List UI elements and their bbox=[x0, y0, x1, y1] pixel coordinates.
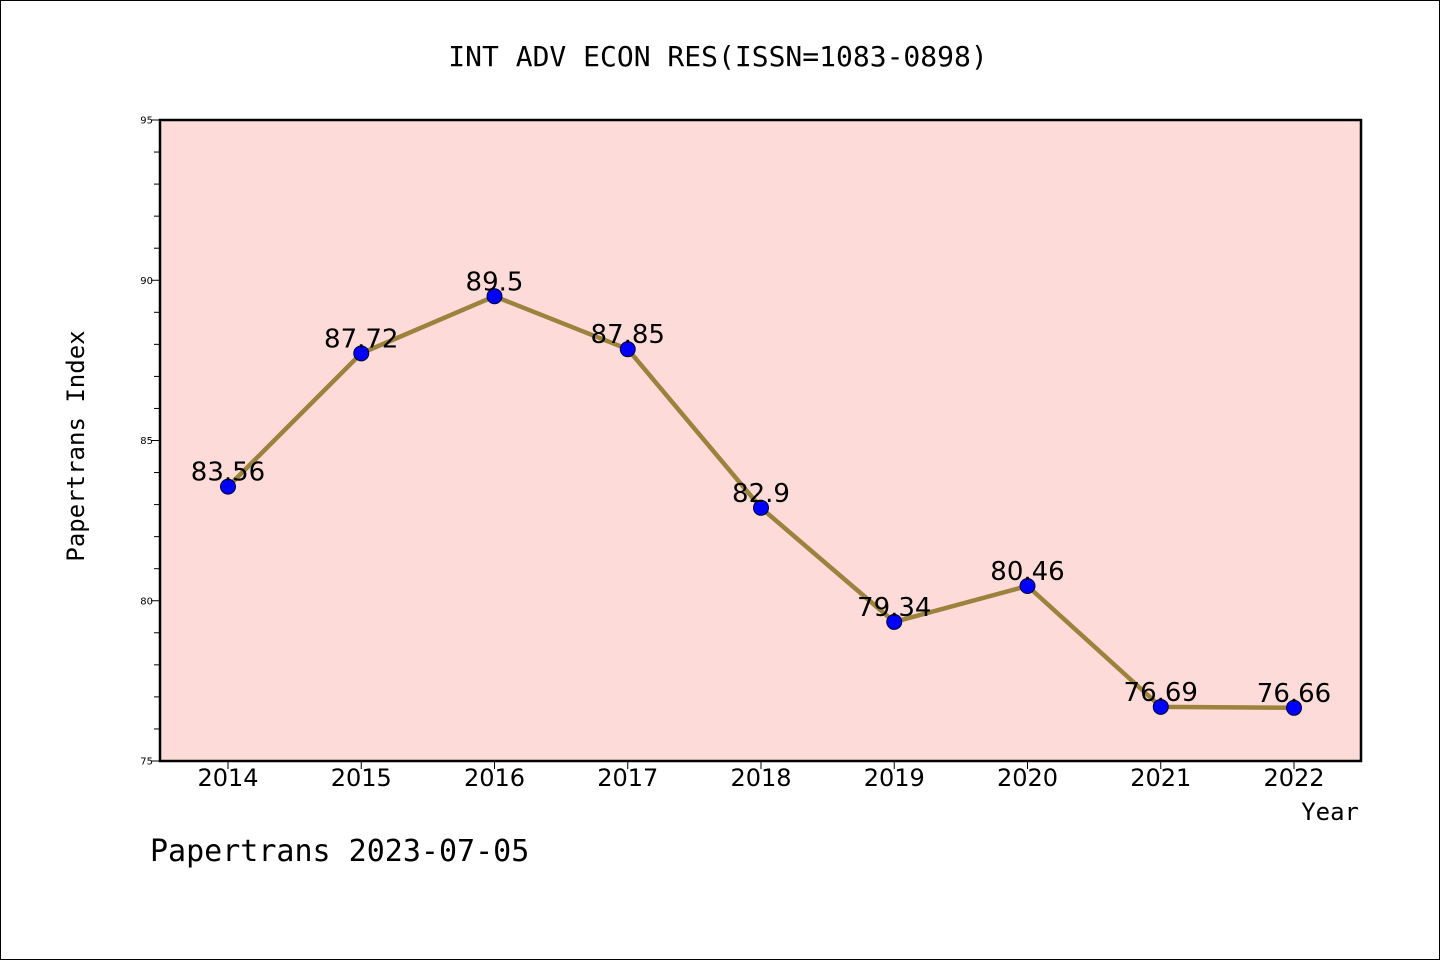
x-tick-label: 2021 bbox=[1130, 764, 1191, 792]
data-label: 80.46 bbox=[990, 557, 1064, 587]
x-tick-label: 2018 bbox=[730, 764, 791, 792]
data-label: 76.69 bbox=[1124, 678, 1198, 708]
y-tick-label: 80 bbox=[140, 596, 153, 607]
x-tick-label: 2020 bbox=[997, 764, 1058, 792]
data-point bbox=[619, 341, 636, 358]
y-tick-label: 75 bbox=[140, 757, 153, 768]
footer-text: Papertrans 2023-07-05 bbox=[150, 834, 530, 869]
data-point bbox=[1152, 698, 1169, 715]
x-tick-label: 2014 bbox=[197, 764, 258, 792]
x-tick-label: 2017 bbox=[597, 764, 658, 792]
data-label-group: 83.56 87.72 89.5 87.85 82.9 79.34 80.46 76.69 76… bbox=[191, 267, 1331, 709]
data-label: 76.66 bbox=[1257, 679, 1331, 709]
data-label: 89.5 bbox=[466, 267, 524, 297]
data-label: 87.72 bbox=[324, 324, 398, 354]
chart-title: INT ADV ECON RES(ISSN=1083-0898) bbox=[448, 40, 987, 73]
data-label: 87.85 bbox=[591, 320, 665, 350]
data-point bbox=[353, 345, 370, 362]
data-point bbox=[1019, 578, 1036, 595]
y-tick-label: 90 bbox=[140, 276, 153, 287]
data-point bbox=[486, 288, 503, 305]
x-tick-label: 2016 bbox=[464, 764, 525, 792]
y-tick-label: 85 bbox=[140, 436, 153, 447]
y-tick-label: 95 bbox=[140, 116, 153, 127]
x-tick-label: 2019 bbox=[864, 764, 925, 792]
data-point bbox=[886, 613, 903, 630]
data-label: 82.9 bbox=[732, 479, 790, 509]
plot-area bbox=[158, 118, 1363, 763]
data-point bbox=[220, 478, 236, 495]
data-point bbox=[1286, 699, 1302, 716]
data-label: 83.56 bbox=[191, 458, 265, 488]
data-point bbox=[753, 499, 769, 516]
y-axis-label: Papertrans Index bbox=[62, 330, 90, 561]
data-label: 79.34 bbox=[857, 593, 931, 623]
x-tick-label: 2022 bbox=[1263, 764, 1324, 792]
x-tick-label: 2015 bbox=[331, 764, 392, 792]
x-axis-label: Year bbox=[1301, 798, 1359, 826]
y-axis: 75 80 85 90 95 bbox=[140, 116, 160, 768]
marker-group bbox=[220, 288, 1302, 716]
x-axis: 2014 2015 2016 2017 2018 2019 2020 2021 2022 bbox=[197, 761, 1325, 792]
